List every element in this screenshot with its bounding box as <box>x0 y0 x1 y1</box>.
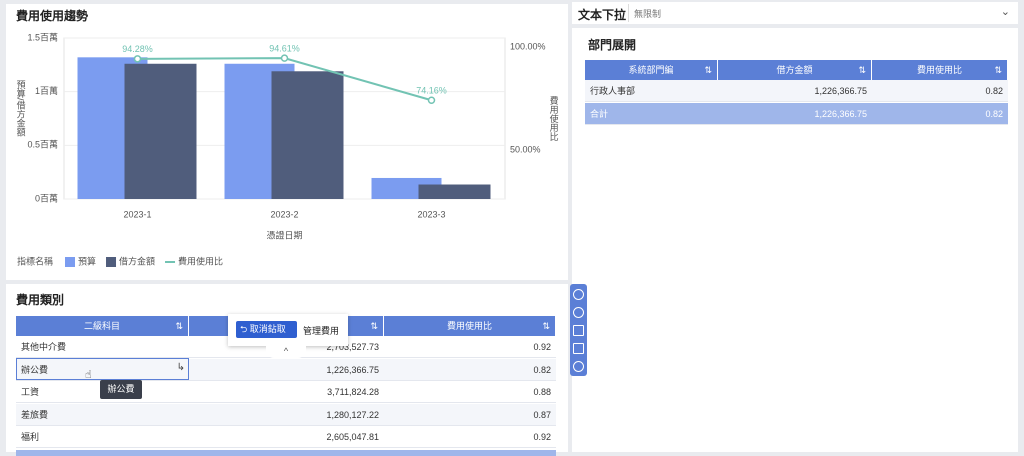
dropdown-value: 無限制 <box>634 9 662 19</box>
table-cell: 2,605,047.81 <box>189 426 384 448</box>
panel-title: 費用使用趨勢 <box>16 9 89 23</box>
column-header: 系統部門編 ⇅ <box>585 60 718 80</box>
y-tick-label: 1.5百萬 <box>27 31 58 42</box>
x-tick-label: 2023-2 <box>270 209 298 219</box>
dropdown-arrow: ⌄ <box>1000 6 1010 18</box>
table-cell: 合計 <box>585 102 718 125</box>
dropdown[interactable]: 無限制 ⌄ <box>628 4 1014 22</box>
total-row <box>16 450 556 456</box>
x-axis-label: 憑證日期 <box>266 229 302 240</box>
toolbar-icon[interactable] <box>573 361 584 372</box>
data-label: 74.16% <box>416 86 447 96</box>
cursor: ☝ <box>85 369 92 381</box>
table-cell: 0.92 <box>384 336 556 358</box>
data-label: 94.61% <box>269 44 300 54</box>
y-tick-label: 0百萬 <box>35 192 58 203</box>
line-point <box>133 55 142 63</box>
line-point <box>280 54 289 62</box>
collapse-tab[interactable]: ^ <box>266 346 306 358</box>
panel-title: 費用類別 <box>16 293 65 307</box>
filter-label: 文本下拉 <box>578 8 627 22</box>
selected-cell: ↳ <box>16 358 189 380</box>
legend-swatch <box>106 257 117 267</box>
category-table: 二級科目 ⇅ ⇅ 費用使用比 ⇅ 其他中介費 2,703,527.73 0.92 辦公費 1,22… <box>16 316 556 456</box>
data-label: 94.28% <box>122 44 153 54</box>
legend-label: 費用使用比 <box>178 255 223 266</box>
y2-axis-label: 費用使用比 <box>549 95 559 141</box>
button-text: 取消鉆取 <box>249 324 286 334</box>
table-cell: 1,226,366.75 <box>718 80 872 102</box>
table-cell: 福利 <box>16 426 189 448</box>
table-cell: 3,711,824.28 <box>189 381 384 403</box>
column-header: 費用使用比 ⇅ <box>384 316 556 336</box>
toolbar-icon[interactable] <box>573 325 584 336</box>
table-cell: 0.82 <box>872 102 1008 125</box>
sort-icon[interactable]: ⇅ <box>858 65 866 75</box>
x-tick-label: 2023-3 <box>417 209 445 219</box>
table-cell: 其他中介費 <box>16 336 189 358</box>
y2-tick-label: 50.00% <box>510 144 541 154</box>
drill-icon[interactable]: ↳ <box>176 362 185 373</box>
legend-label: 預算 <box>78 255 96 266</box>
y-axis-label: 預算/借方金額 <box>16 80 26 138</box>
filter-bar: 文本下拉 無限制 ⌄ <box>572 2 1018 24</box>
table-cell: 行政人事部 <box>585 80 718 102</box>
table-cell: 0.82 <box>384 358 556 381</box>
toolbar-icon[interactable] <box>573 307 584 318</box>
line-point <box>427 96 436 105</box>
sort-icon[interactable]: ⇅ <box>704 65 712 75</box>
y-tick-label: 0.5百萬 <box>27 139 58 150</box>
bar <box>418 184 491 199</box>
column-header: 費用使用比 ⇅ <box>872 60 1008 80</box>
bar <box>271 71 344 199</box>
drill-label: 管理費用 <box>303 326 340 336</box>
side-toolbar <box>570 284 587 376</box>
panel-title: 部門展開 <box>588 38 637 52</box>
sort-icon[interactable]: ⇅ <box>370 321 378 331</box>
table-cell: 0.88 <box>384 381 556 403</box>
cancel-drill-button[interactable]: ⮌ 取消鉆取 <box>236 321 297 338</box>
x-tick-label: 2023-1 <box>123 209 151 219</box>
table-cell: 0.92 <box>384 426 556 448</box>
column-header: 二級科目 ⇅ <box>16 316 189 336</box>
legend-title: 指標名稱 <box>17 255 53 266</box>
y2-tick-label: 100.00% <box>510 41 546 51</box>
table-cell: 0.82 <box>872 80 1008 102</box>
bar <box>124 63 197 200</box>
toolbar-icon[interactable] <box>573 343 584 354</box>
table-cell: 1,226,366.75 <box>718 102 872 125</box>
toolbar-icon[interactable] <box>573 289 584 300</box>
legend-swatch <box>65 257 75 267</box>
sort-icon[interactable]: ⇅ <box>175 321 183 331</box>
table-cell: 差旅費 <box>16 403 189 426</box>
table-cell: 1,280,127.22 <box>189 403 384 426</box>
table-cell: 1,226,366.75 <box>189 358 384 381</box>
sort-icon[interactable]: ⇅ <box>994 65 1002 75</box>
sort-icon[interactable]: ⇅ <box>542 321 550 331</box>
y-tick-label: 1百萬 <box>35 85 58 96</box>
dept-table: 系統部門編 ⇅ 借方金額 ⇅ 費用使用比 ⇅ 行政人事部 1,226,366.75 0.82 合計… <box>585 60 1008 126</box>
column-header: 借方金額 ⇅ <box>718 60 872 80</box>
table-cell: 0.87 <box>384 403 556 426</box>
drill-popup: ⮌ 取消鉆取 管理費用 <box>228 314 348 346</box>
legend-label: 借方金額 <box>119 255 155 266</box>
tooltip: 辦公費 <box>100 380 142 399</box>
